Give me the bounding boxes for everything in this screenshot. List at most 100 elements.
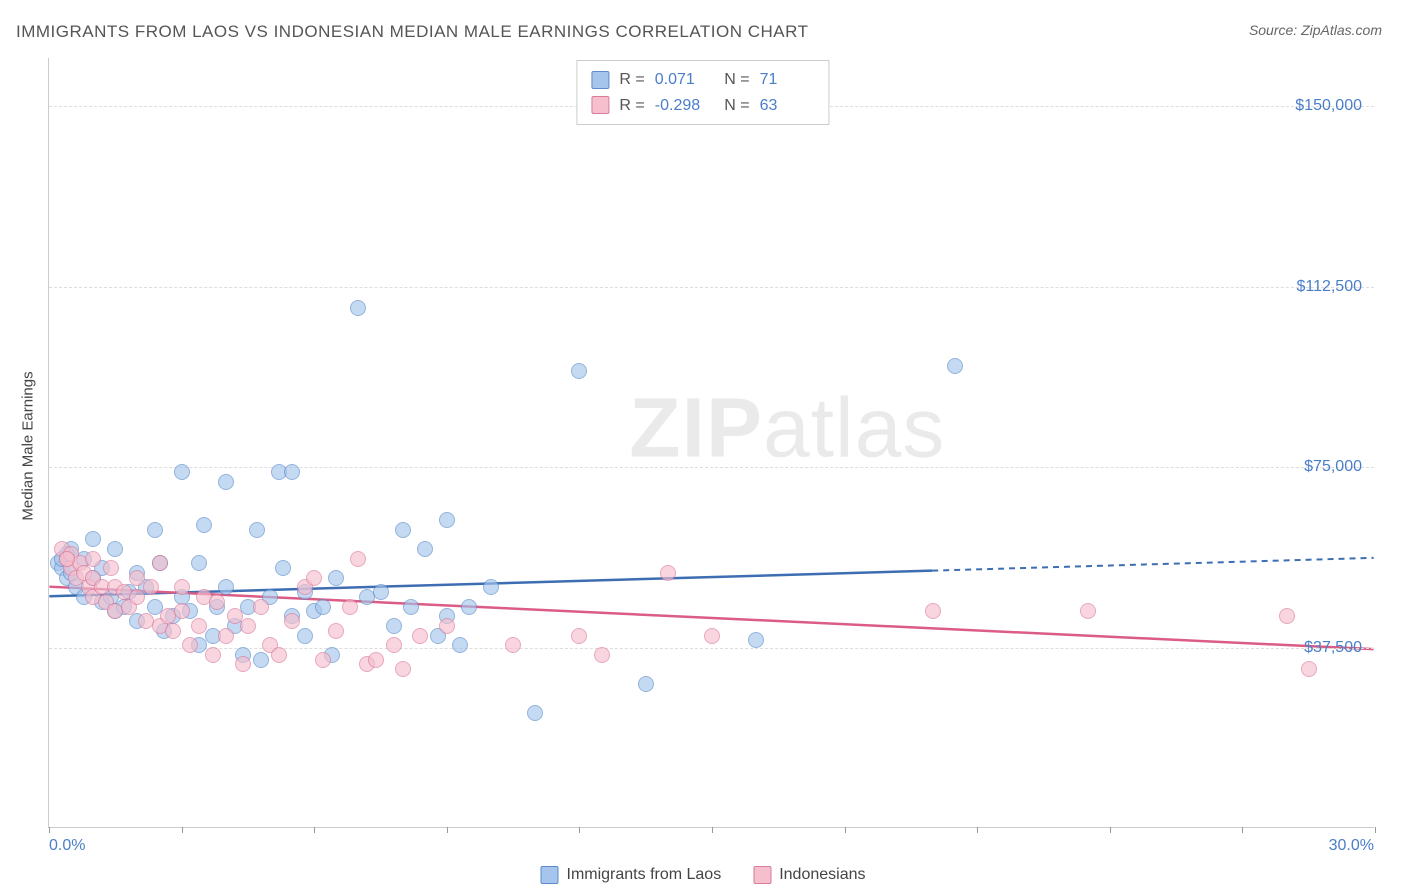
scatter-point (373, 584, 389, 600)
scatter-point (297, 628, 313, 644)
scatter-point (240, 618, 256, 634)
scatter-point (174, 579, 190, 595)
y-axis-label: Median Male Earnings (20, 371, 37, 520)
scatter-point (284, 613, 300, 629)
scatter-point (638, 676, 654, 692)
x-tick (49, 827, 50, 833)
scatter-point (947, 358, 963, 374)
scatter-point (461, 599, 477, 615)
scatter-point (85, 531, 101, 547)
r-value: -0.298 (655, 93, 710, 119)
trend-lines (49, 58, 1374, 827)
scatter-point (505, 637, 521, 653)
scatter-point (315, 599, 331, 615)
scatter-point (147, 522, 163, 538)
scatter-point (209, 594, 225, 610)
scatter-point (386, 618, 402, 634)
scatter-point (165, 623, 181, 639)
scatter-point (368, 652, 384, 668)
scatter-point (452, 637, 468, 653)
y-tick-label: $150,000 (1295, 97, 1362, 115)
scatter-point (306, 570, 322, 586)
n-label: N = (720, 93, 750, 119)
scatter-point (342, 599, 358, 615)
scatter-point (328, 623, 344, 639)
scatter-point (218, 628, 234, 644)
scatter-point (439, 512, 455, 528)
gridline (49, 467, 1374, 468)
legend-swatch-icon (540, 866, 558, 884)
bottom-legend: Immigrants from Laos Indonesians (540, 866, 865, 884)
scatter-point (218, 579, 234, 595)
scatter-point (253, 652, 269, 668)
chart-title: IMMIGRANTS FROM LAOS VS INDONESIAN MEDIA… (16, 22, 808, 42)
scatter-point (571, 363, 587, 379)
scatter-point (925, 603, 941, 619)
r-value: 0.071 (655, 67, 710, 93)
scatter-point (395, 661, 411, 677)
scatter-point (174, 464, 190, 480)
x-max-label: 30.0% (1329, 837, 1374, 855)
scatter-point (205, 647, 221, 663)
source-attribution: Source: ZipAtlas.com (1249, 22, 1382, 38)
y-tick-label: $75,000 (1304, 458, 1362, 476)
scatter-point (1080, 603, 1096, 619)
x-tick (182, 827, 183, 833)
scatter-point (182, 637, 198, 653)
scatter-point (412, 628, 428, 644)
scatter-point (660, 565, 676, 581)
x-tick (977, 827, 978, 833)
correlation-stats-box: R = 0.071 N = 71R = -0.298 N = 63 (576, 60, 829, 125)
n-value: 63 (760, 93, 815, 119)
gridline (49, 287, 1374, 288)
scatter-point (271, 647, 287, 663)
legend-label: Indonesians (779, 866, 865, 884)
scatter-point (417, 541, 433, 557)
x-min-label: 0.0% (49, 837, 85, 855)
scatter-point (152, 555, 168, 571)
scatter-point (439, 618, 455, 634)
scatter-point (483, 579, 499, 595)
scatter-point (315, 652, 331, 668)
scatter-point (284, 464, 300, 480)
x-tick (314, 827, 315, 833)
legend-swatch-icon (591, 71, 609, 89)
x-tick (1110, 827, 1111, 833)
stats-row: R = -0.298 N = 63 (591, 93, 814, 119)
scatter-point (275, 560, 291, 576)
scatter-point (350, 551, 366, 567)
x-tick (447, 827, 448, 833)
x-tick (712, 827, 713, 833)
scatter-point (85, 551, 101, 567)
r-label: R = (619, 93, 644, 119)
scatter-point (350, 300, 366, 316)
chart-plot-area: $37,500$75,000$112,500$150,0000.0%30.0% (48, 58, 1374, 828)
scatter-point (218, 474, 234, 490)
y-tick-label: $112,500 (1296, 278, 1362, 296)
scatter-point (174, 603, 190, 619)
n-value: 71 (760, 67, 815, 93)
scatter-point (395, 522, 411, 538)
legend-swatch-icon (753, 866, 771, 884)
scatter-point (103, 560, 119, 576)
y-tick-label: $37,500 (1304, 639, 1362, 657)
scatter-point (403, 599, 419, 615)
scatter-point (107, 541, 123, 557)
scatter-point (594, 647, 610, 663)
scatter-point (235, 656, 251, 672)
scatter-point (196, 517, 212, 533)
scatter-point (59, 551, 75, 567)
legend-item: Immigrants from Laos (540, 866, 721, 884)
scatter-point (571, 628, 587, 644)
stats-row: R = 0.071 N = 71 (591, 67, 814, 93)
x-tick (845, 827, 846, 833)
scatter-point (328, 570, 344, 586)
x-tick (579, 827, 580, 833)
scatter-point (386, 637, 402, 653)
scatter-point (1279, 608, 1295, 624)
scatter-point (704, 628, 720, 644)
scatter-point (253, 599, 269, 615)
scatter-point (748, 632, 764, 648)
legend-item: Indonesians (753, 866, 865, 884)
legend-swatch-icon (591, 96, 609, 114)
